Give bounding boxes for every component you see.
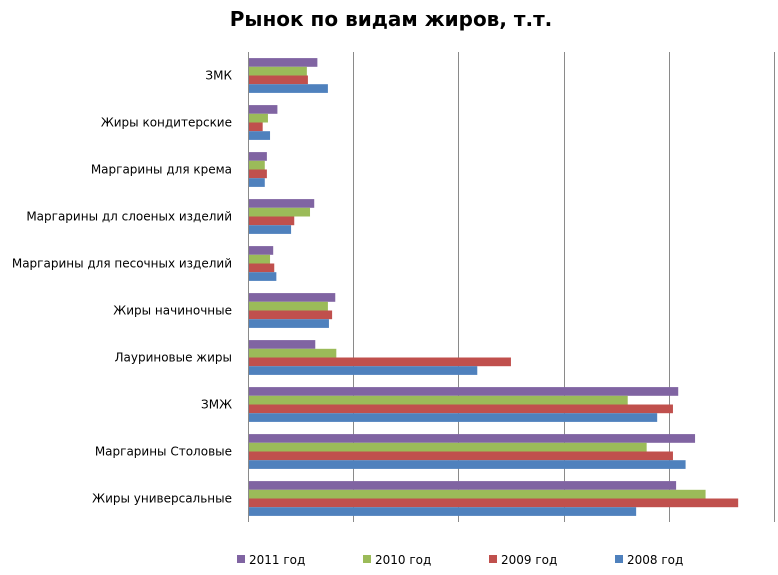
category-label: Жиры кондитерские [101, 116, 232, 130]
bar-2009-год-0 [249, 75, 308, 85]
category-label: ЗМЖ [201, 398, 232, 412]
bar-2008-год-0 [249, 84, 328, 93]
category-label: Маргарины для крема [91, 163, 232, 177]
bar-2010-год-6 [249, 348, 337, 358]
bar-2008-год-1 [249, 131, 271, 140]
legend-swatch [237, 555, 245, 563]
category-label: Маргарины для песочных изделий [12, 257, 232, 271]
legend-label: 2010 год [375, 553, 431, 567]
bar-2011-год-1 [249, 105, 278, 114]
legend-swatch [615, 555, 623, 563]
bar-2008-год-2 [249, 178, 265, 187]
bar-2010-год-7 [249, 395, 628, 405]
bar-2008-год-7 [249, 413, 658, 422]
bars-layer [249, 58, 739, 516]
bar-2008-год-5 [249, 319, 329, 328]
bar-2011-год-8 [249, 434, 696, 443]
legend-label: 2011 год [249, 553, 305, 567]
bar-2009-год-8 [249, 451, 673, 461]
bar-2009-год-4 [249, 263, 275, 273]
chart-title: Рынок по видам жиров, т.т. [230, 7, 553, 31]
bar-2009-год-5 [249, 310, 333, 320]
bar-2009-год-6 [249, 357, 511, 367]
bar-2011-год-5 [249, 293, 336, 302]
legend-swatch [363, 555, 371, 563]
bar-2011-год-9 [249, 481, 677, 490]
bar-2011-год-3 [249, 199, 315, 208]
bar-2011-год-0 [249, 58, 318, 67]
category-label: Лауриновые жиры [114, 351, 232, 365]
category-labels: ЗМК Жиры кондитерские Маргарины для крема М… [12, 69, 233, 506]
category-label: Жиры универсальные [92, 492, 232, 506]
bar-2010-год-5 [249, 301, 328, 311]
legend-swatch [489, 555, 497, 563]
bar-2011-год-4 [249, 246, 274, 255]
bar-2008-год-3 [249, 225, 292, 234]
bar-2009-год-1 [249, 122, 263, 132]
bar-2010-год-8 [249, 442, 647, 452]
bar-2010-год-2 [249, 160, 265, 170]
bar-2011-год-6 [249, 340, 316, 349]
category-label: Маргарины дл слоеных изделий [26, 210, 232, 224]
legend-label: 2009 год [501, 553, 557, 567]
bar-2009-год-3 [249, 216, 295, 226]
category-label: Жиры начиночные [113, 304, 232, 318]
category-label: Маргарины Столовые [95, 445, 232, 459]
bar-2011-год-2 [249, 152, 267, 161]
bar-2008-год-8 [249, 460, 686, 469]
bar-2010-год-4 [249, 254, 271, 264]
bar-2010-год-0 [249, 66, 307, 76]
bar-2009-год-7 [249, 404, 673, 414]
category-label: ЗМК [205, 69, 232, 83]
bar-2008-год-9 [249, 507, 637, 516]
bar-2009-год-9 [249, 498, 739, 508]
bar-2010-год-1 [249, 113, 268, 123]
bar-2011-год-7 [249, 387, 679, 396]
bar-2010-год-3 [249, 207, 311, 217]
bar-2008-год-6 [249, 366, 478, 375]
legend: 2011 год 2010 год 2009 год 2008 год [237, 553, 683, 567]
legend-label: 2008 год [627, 553, 683, 567]
bar-2008-год-4 [249, 272, 277, 281]
bar-2009-год-2 [249, 169, 267, 179]
bar-2010-год-9 [249, 489, 706, 499]
